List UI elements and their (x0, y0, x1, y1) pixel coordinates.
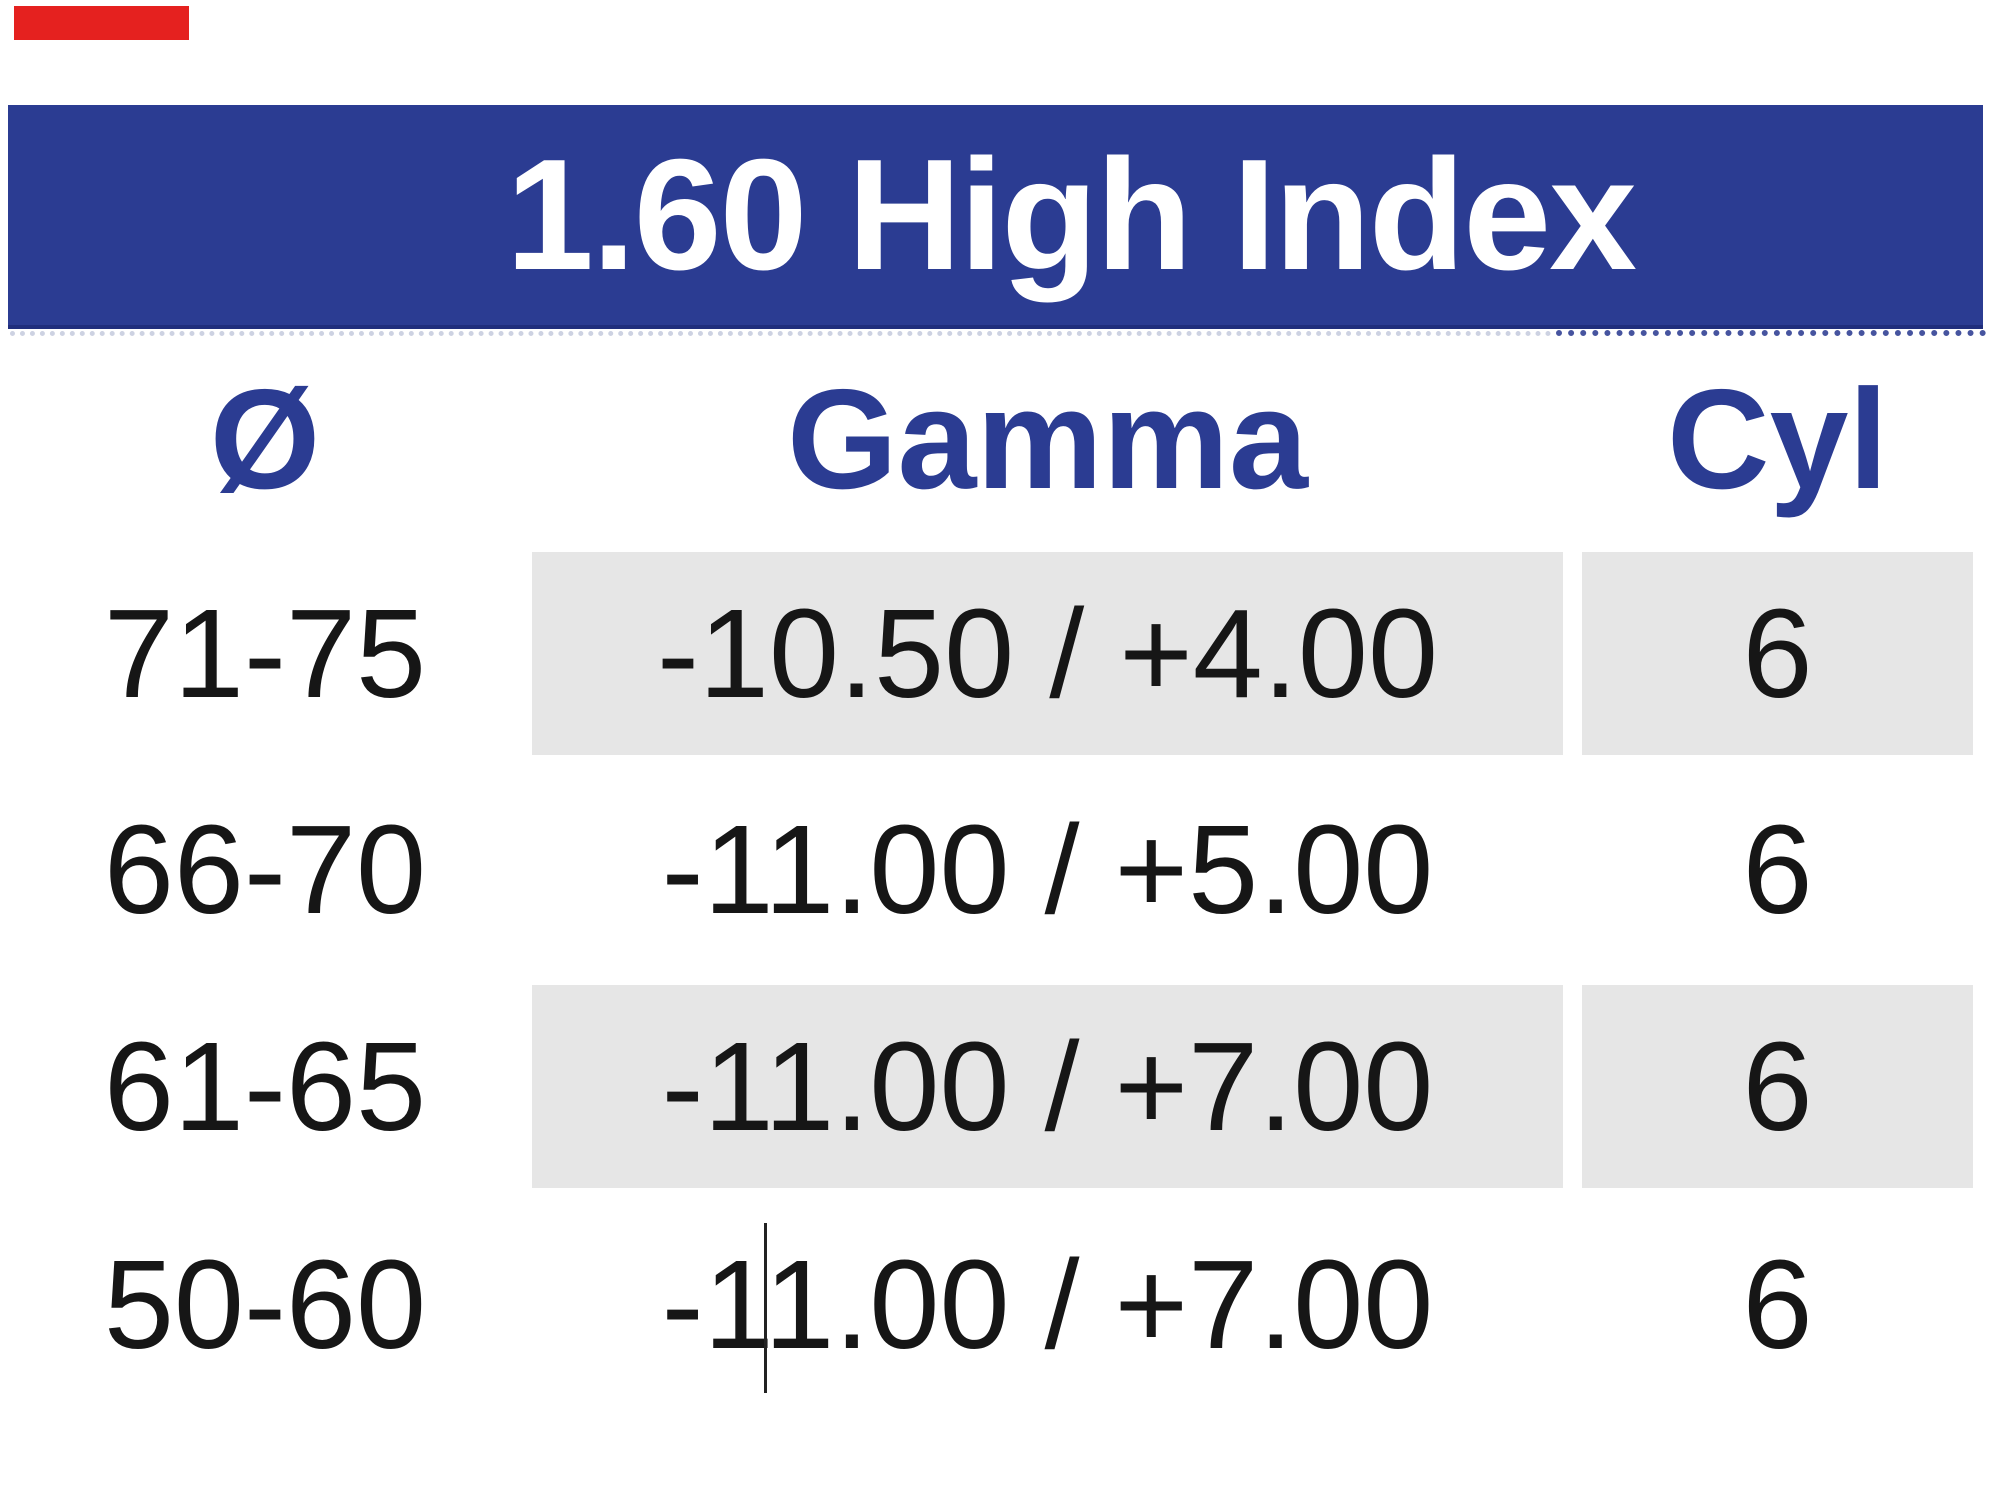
column-header-gamma: Gamma (787, 360, 1308, 519)
cell-diameter: 71-75 (103, 583, 427, 724)
table-row: 61-65 -11.00 / +7.00 6 (0, 985, 2000, 1188)
cell-gamma: -11.00 / +7.00 (532, 985, 1563, 1188)
cell-gamma: -11.00 / +5.00 (661, 799, 1434, 940)
table-row: 66-70 -11.00 / +5.00 6 (0, 768, 2000, 971)
column-header-diameter: Ø (209, 360, 321, 519)
table-row: 50-60 -11.00 / +7.00 6 (0, 1203, 2000, 1406)
table-title-bar: 1.60 High Index (8, 105, 1983, 329)
cell-diameter: 50-60 (103, 1234, 427, 1375)
cell-cyl: 6 (1742, 1234, 1813, 1375)
column-header-cyl: Cyl (1667, 360, 1888, 519)
cell-cyl: 6 (1582, 985, 1973, 1188)
text-cursor (764, 1223, 767, 1393)
cell-cyl: 6 (1742, 799, 1813, 940)
red-marker (14, 6, 189, 40)
table-row: 71-75 -10.50 / +4.00 6 (0, 552, 2000, 755)
cell-cyl: 6 (1582, 552, 1973, 755)
cell-gamma: -11.00 / +7.00 (661, 1234, 1434, 1375)
cell-diameter: 61-65 (103, 1016, 427, 1157)
dotted-divider-left (10, 331, 1552, 336)
dotted-divider-right (1556, 330, 1986, 336)
cell-diameter: 66-70 (103, 799, 427, 940)
table-title: 1.60 High Index (505, 126, 1637, 303)
cell-gamma: -10.50 / +4.00 (532, 552, 1563, 755)
